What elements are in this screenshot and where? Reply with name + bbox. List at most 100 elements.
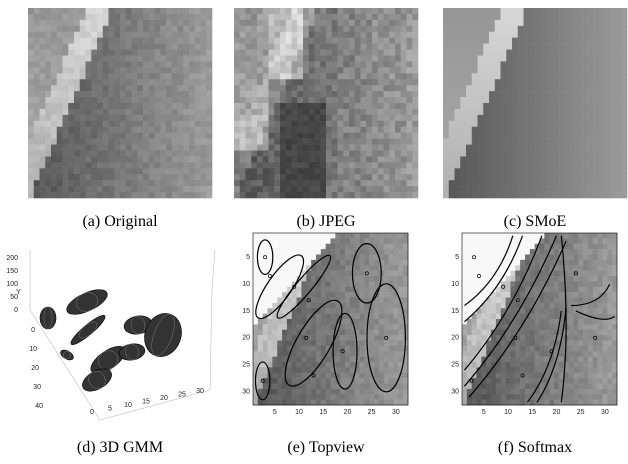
- pixel: [306, 249, 311, 255]
- pixel: [234, 121, 240, 127]
- pixel: [335, 389, 340, 395]
- pixel: [68, 91, 74, 97]
- pixel: [587, 32, 593, 38]
- pixel: [280, 85, 286, 91]
- pixel: [309, 180, 315, 186]
- pixel: [343, 50, 349, 56]
- pixel: [263, 91, 269, 97]
- pixel: [360, 373, 365, 379]
- pixel: [578, 265, 583, 271]
- pixel: [569, 255, 574, 261]
- pixel: [621, 14, 627, 20]
- pixel: [172, 50, 178, 56]
- pixel: [535, 145, 541, 151]
- pixel: [462, 260, 467, 266]
- pixel: [530, 367, 535, 373]
- pixel: [602, 260, 607, 266]
- pixel: [549, 292, 554, 298]
- pixel: [449, 186, 455, 192]
- pixel: [547, 121, 553, 127]
- pixel: [472, 44, 478, 50]
- pixel: [389, 156, 395, 162]
- pixel: [581, 145, 587, 151]
- pixel: [311, 276, 316, 282]
- pixel: [455, 79, 461, 85]
- pixel: [564, 115, 570, 121]
- pixel: [506, 67, 512, 73]
- pixel: [68, 14, 74, 20]
- pixel: [481, 303, 486, 309]
- pixel: [263, 186, 269, 192]
- pixel: [234, 139, 240, 145]
- pixel: [103, 97, 109, 103]
- pixel: [86, 133, 92, 139]
- pixel: [234, 168, 240, 174]
- pixel: [331, 255, 336, 261]
- pixel: [251, 174, 257, 180]
- pixel: [332, 109, 338, 115]
- pixel: [338, 32, 344, 38]
- pixel: [495, 73, 501, 79]
- pixel: [309, 73, 315, 79]
- pixel: [269, 180, 275, 186]
- pixel: [384, 174, 390, 180]
- pixel: [378, 73, 384, 79]
- pixel: [332, 133, 338, 139]
- pixel: [57, 73, 63, 79]
- pixel: [132, 192, 138, 198]
- pixel: [74, 38, 80, 44]
- pixel: [407, 156, 413, 162]
- pixel: [558, 121, 564, 127]
- pixel: [525, 244, 530, 250]
- pixel: [389, 292, 394, 298]
- pixel: [407, 67, 413, 73]
- pixel: [472, 56, 478, 62]
- pixel: [309, 192, 315, 198]
- pixel: [378, 151, 384, 157]
- pixel: [183, 180, 189, 186]
- pixel: [40, 56, 46, 62]
- pixel: [297, 314, 302, 320]
- pixel: [332, 20, 338, 26]
- pixel: [240, 97, 246, 103]
- pixel: [45, 156, 51, 162]
- pixel: [379, 238, 384, 244]
- pixel: [395, 115, 401, 121]
- pixel: [263, 156, 269, 162]
- pixel: [515, 233, 520, 239]
- pixel: [332, 156, 338, 162]
- pixel: [564, 233, 569, 239]
- pixel: [389, 303, 394, 309]
- pixel: [467, 244, 472, 250]
- pixel: [524, 14, 530, 20]
- pixel: [540, 303, 545, 309]
- pixel: [350, 335, 355, 341]
- pixel: [234, 186, 240, 192]
- pixel: [91, 103, 97, 109]
- pixel: [178, 133, 184, 139]
- pixel: [486, 378, 491, 384]
- pixel: [137, 186, 143, 192]
- pixel: [529, 145, 535, 151]
- pixel: [412, 127, 418, 133]
- pixel: [569, 378, 574, 384]
- pixel: [316, 271, 321, 277]
- pixel: [443, 186, 449, 192]
- pixel: [195, 139, 201, 145]
- pixel: [583, 319, 588, 325]
- pixel: [149, 8, 155, 14]
- pixel: [301, 238, 306, 244]
- pixel: [544, 271, 549, 277]
- pixel: [286, 186, 292, 192]
- pixel: [126, 97, 132, 103]
- pixel: [564, 133, 570, 139]
- pixel: [501, 249, 506, 255]
- pixel: [343, 127, 349, 133]
- pixel: [178, 20, 184, 26]
- pixel: [554, 292, 559, 298]
- pixel: [481, 330, 486, 336]
- pixel: [282, 324, 287, 330]
- pixel: [364, 292, 369, 298]
- pixel: [520, 260, 525, 266]
- pixel: [40, 73, 46, 79]
